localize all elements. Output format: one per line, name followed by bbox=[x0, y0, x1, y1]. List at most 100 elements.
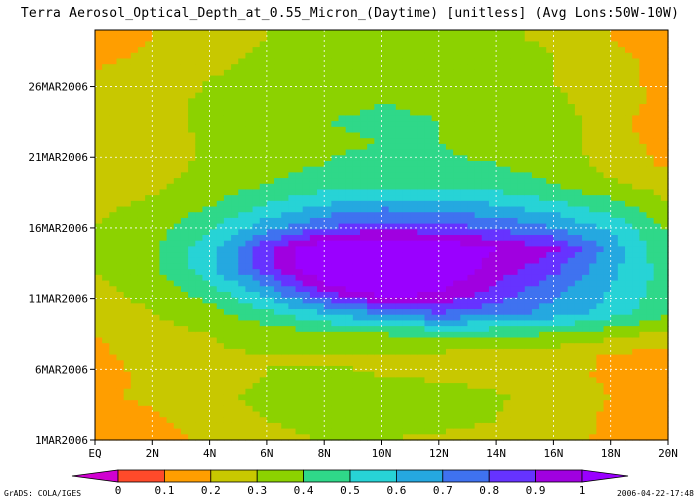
heatmap-cell bbox=[259, 263, 268, 270]
heatmap-cell bbox=[503, 121, 512, 128]
heatmap-cell bbox=[102, 337, 110, 344]
heatmap-cell bbox=[130, 411, 139, 418]
heatmap-cell bbox=[259, 320, 268, 327]
heatmap-cell bbox=[582, 149, 590, 156]
heatmap-cell bbox=[395, 160, 404, 168]
heatmap-cell bbox=[582, 388, 590, 396]
heatmap-cell bbox=[431, 132, 440, 139]
heatmap-cell bbox=[180, 274, 189, 282]
heatmap-cell bbox=[109, 388, 118, 396]
heatmap-cell bbox=[216, 41, 225, 48]
heatmap-cell bbox=[546, 229, 554, 236]
heatmap-cell bbox=[252, 337, 261, 344]
heatmap-cell bbox=[123, 121, 132, 128]
heatmap-cell bbox=[553, 280, 562, 287]
heatmap-cell bbox=[152, 58, 161, 65]
heatmap-cell bbox=[209, 411, 218, 418]
heatmap-cell bbox=[324, 422, 332, 430]
heatmap-cell bbox=[474, 303, 483, 310]
heatmap-cell bbox=[517, 274, 526, 282]
heatmap-cell bbox=[517, 229, 526, 236]
heatmap-cell bbox=[302, 143, 311, 151]
heatmap-cell bbox=[589, 64, 597, 71]
heatmap-cell bbox=[223, 81, 232, 88]
heatmap-cell bbox=[331, 257, 340, 265]
heatmap-cell bbox=[309, 189, 318, 196]
heatmap-cell bbox=[281, 405, 289, 413]
heatmap-cell bbox=[209, 98, 218, 105]
heatmap-cell bbox=[338, 200, 347, 208]
heatmap-cell bbox=[231, 246, 239, 253]
heatmap-cell bbox=[173, 388, 182, 396]
heatmap-cell bbox=[503, 309, 512, 316]
heatmap-cell bbox=[481, 132, 490, 139]
heatmap-cell bbox=[166, 383, 175, 390]
heatmap-cell bbox=[309, 309, 318, 316]
heatmap-cell bbox=[438, 400, 447, 407]
heatmap-cell bbox=[223, 223, 232, 230]
heatmap-cell bbox=[438, 360, 447, 367]
heatmap-cell bbox=[460, 166, 469, 173]
heatmap-cell bbox=[496, 280, 504, 287]
heatmap-cell bbox=[302, 280, 311, 287]
heatmap-cell bbox=[424, 331, 433, 339]
heatmap-cell bbox=[137, 434, 146, 441]
heatmap-cell bbox=[453, 303, 461, 310]
heatmap-cell bbox=[360, 189, 368, 196]
heatmap-cell bbox=[216, 343, 225, 350]
heatmap-cell bbox=[567, 75, 576, 82]
heatmap-cell bbox=[503, 138, 512, 145]
heatmap-cell bbox=[266, 252, 275, 259]
heatmap-cell bbox=[488, 132, 497, 139]
heatmap-cell bbox=[309, 58, 318, 65]
heatmap-cell bbox=[560, 178, 569, 185]
heatmap-cell bbox=[424, 64, 433, 71]
heatmap-cell bbox=[209, 326, 218, 333]
heatmap-cell bbox=[474, 52, 483, 60]
heatmap-cell bbox=[539, 160, 547, 168]
heatmap-cell bbox=[288, 69, 297, 77]
heatmap-cell bbox=[202, 35, 211, 42]
heatmap-cell bbox=[453, 269, 461, 276]
heatmap-cell bbox=[317, 257, 325, 265]
heatmap-cell bbox=[95, 257, 103, 265]
heatmap-cell bbox=[195, 212, 204, 219]
heatmap-cell bbox=[209, 394, 218, 401]
heatmap-cell bbox=[410, 126, 418, 134]
heatmap-cell bbox=[245, 434, 254, 441]
heatmap-cell bbox=[331, 422, 340, 430]
heatmap-cell bbox=[531, 155, 540, 162]
heatmap-cell bbox=[195, 286, 204, 293]
heatmap-cell bbox=[510, 252, 519, 259]
heatmap-cell bbox=[317, 309, 325, 316]
heatmap-cell bbox=[274, 343, 282, 350]
heatmap-cell bbox=[317, 388, 325, 396]
heatmap-cell bbox=[553, 149, 562, 156]
heatmap-cell bbox=[202, 343, 211, 350]
heatmap-cell bbox=[309, 405, 318, 413]
heatmap-cell bbox=[582, 286, 590, 293]
heatmap-cell bbox=[402, 223, 411, 230]
heatmap-cell bbox=[467, 195, 476, 202]
heatmap-cell bbox=[352, 86, 361, 94]
heatmap-cell bbox=[166, 252, 175, 259]
heatmap-cell bbox=[388, 195, 397, 202]
heatmap-cell bbox=[352, 309, 361, 316]
heatmap-cell bbox=[95, 64, 103, 71]
heatmap-cell bbox=[496, 115, 504, 122]
heatmap-cell bbox=[266, 223, 275, 230]
heatmap-cell bbox=[510, 257, 519, 265]
heatmap-cell bbox=[288, 229, 297, 236]
heatmap-cell bbox=[467, 246, 476, 253]
heatmap-cell bbox=[431, 280, 440, 287]
heatmap-cell bbox=[503, 422, 512, 430]
heatmap-cell bbox=[180, 434, 189, 441]
heatmap-cell bbox=[417, 104, 426, 111]
heatmap-cell bbox=[324, 35, 332, 42]
heatmap-cell bbox=[431, 115, 440, 122]
heatmap-cell bbox=[317, 240, 325, 247]
heatmap-cell bbox=[546, 155, 554, 162]
heatmap-cell bbox=[173, 92, 182, 99]
heatmap-cell bbox=[166, 109, 175, 117]
heatmap-cell bbox=[95, 35, 103, 42]
